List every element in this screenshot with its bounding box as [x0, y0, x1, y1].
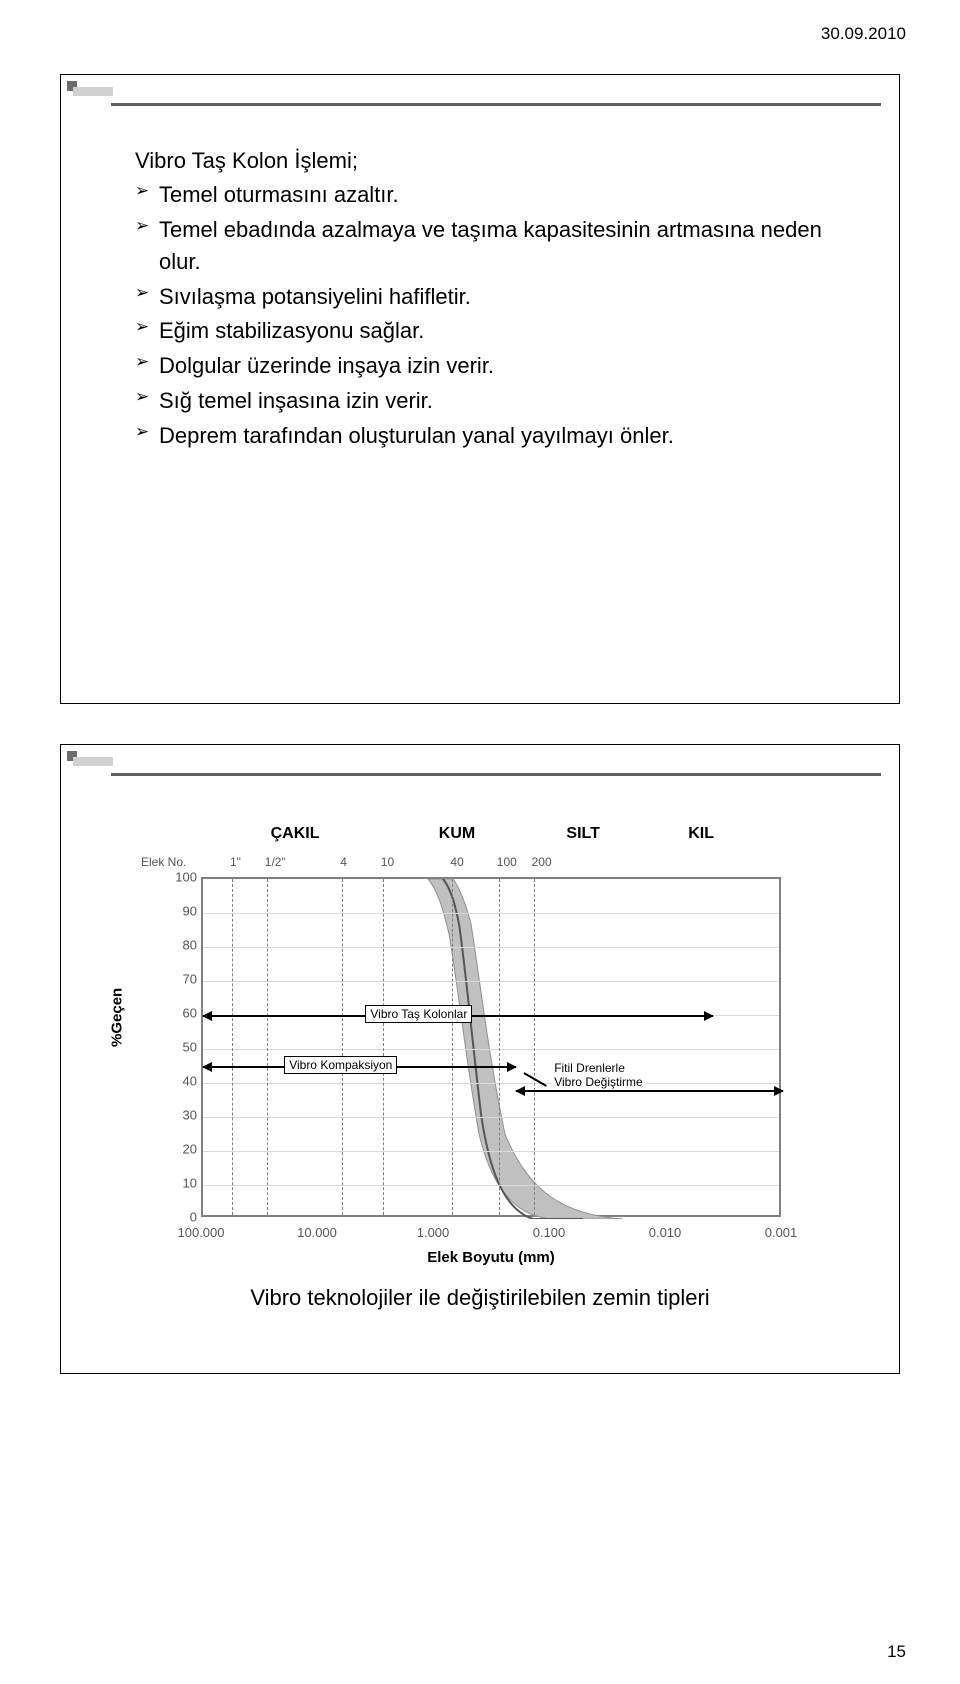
bullet-item: Deprem tarafından oluşturulan yanal yayı… — [135, 420, 859, 452]
range-label: Vibro Kompaksiyon — [284, 1056, 397, 1074]
x-tick: 0.001 — [765, 1225, 798, 1240]
x-axis-label: Elek Boyutu (mm) — [201, 1249, 781, 1266]
range-label: Vibro Taş Kolonlar — [365, 1005, 472, 1023]
sieve-value: 1" — [230, 855, 241, 869]
bullet-item: Temel ebadında azalmaya ve taşıma kapasi… — [135, 214, 859, 278]
date-header: 30.09.2010 — [50, 24, 910, 44]
chart-plot: %Geçen 0102030405060708090100 Vibro Taş … — [141, 877, 781, 1217]
y-tick: 90 — [141, 904, 197, 919]
y-tick: 20 — [141, 1142, 197, 1157]
slide1-title: Vibro Taş Kolon İşlemi; — [135, 145, 859, 177]
x-tick: 0.100 — [533, 1225, 566, 1240]
page-number: 15 — [887, 1642, 906, 1662]
slide-corner-deco — [61, 75, 131, 97]
range-label: Fitil DrenlerleVibro Değiştirme — [551, 1062, 645, 1090]
sieve-value: 40 — [450, 855, 463, 869]
v-gridline — [267, 879, 268, 1215]
y-tick: 60 — [141, 1006, 197, 1021]
h-gridline — [203, 981, 779, 982]
y-tick: 80 — [141, 938, 197, 953]
slide-2: ÇAKILKUMSILTKIL Elek No. 1"1/2"410401002… — [60, 744, 900, 1374]
x-tick: 100.000 — [178, 1225, 225, 1240]
y-axis-label: %Geçen — [109, 988, 126, 1047]
sieve-value: 1/2" — [265, 855, 286, 869]
category-label: KUM — [439, 825, 475, 843]
sieve-value: 10 — [381, 855, 394, 869]
h-gridline — [203, 1083, 779, 1084]
h-gridline — [203, 1049, 779, 1050]
slide1-text-block: Vibro Taş Kolon İşlemi; Temel oturmasını… — [135, 145, 859, 455]
chart-category-row: ÇAKIL KUM SILT KIL — [201, 825, 781, 855]
x-tick: 0.010 — [649, 1225, 682, 1240]
h-gridline — [203, 913, 779, 914]
y-tick: 50 — [141, 1040, 197, 1055]
v-gridline — [452, 879, 453, 1215]
slide-corner-deco — [61, 745, 131, 767]
v-gridline — [499, 879, 500, 1215]
y-tick: 0 — [141, 1210, 197, 1225]
y-tick: 100 — [141, 870, 197, 885]
bullet-item: Sıvılaşma potansiyelini hafifletir. — [135, 281, 859, 313]
sieve-value: 200 — [532, 855, 552, 869]
slide1-bullet-list: Temel oturmasını azaltır.Temel ebadında … — [135, 179, 859, 452]
y-tick: 10 — [141, 1176, 197, 1191]
soil-chart: ÇAKIL KUM SILT KIL Elek No. 1" 1/2" 4 10 40 100 2… — [141, 825, 821, 1217]
slide-1: Vibro Taş Kolon İşlemi; Temel oturmasını… — [60, 74, 900, 704]
slide-topline — [111, 103, 881, 106]
y-tick: 70 — [141, 972, 197, 987]
bullet-item: Temel oturmasını azaltır. — [135, 179, 859, 211]
x-tick: 1.000 — [417, 1225, 450, 1240]
y-tick: 30 — [141, 1108, 197, 1123]
h-gridline — [203, 947, 779, 948]
category-label: KIL — [688, 825, 714, 843]
v-gridline — [383, 879, 384, 1215]
sieve-label: Elek No. — [141, 855, 186, 869]
range-arrow — [516, 1090, 783, 1092]
sieve-row: Elek No. 1" 1/2" 4 10 40 100 200 — [141, 855, 821, 873]
sieve-value: 4 — [340, 855, 347, 869]
slide-topline — [111, 773, 881, 776]
plot-area: Vibro Taş Kolonlar Vibro Kompaksiyon Fitil… — [201, 877, 781, 1217]
h-gridline — [203, 1117, 779, 1118]
h-gridline — [203, 1151, 779, 1152]
category-label: SILT — [566, 825, 599, 843]
bullet-item: Sığ temel inşasına izin verir. — [135, 385, 859, 417]
bullet-item: Eğim stabilizasyonu sağlar. — [135, 315, 859, 347]
h-gridline — [203, 1185, 779, 1186]
sieve-value: 100 — [497, 855, 517, 869]
v-gridline — [232, 879, 233, 1215]
bullet-item: Dolgular üzerinde inşaya izin verir. — [135, 350, 859, 382]
v-gridline — [342, 879, 343, 1215]
y-tick: 40 — [141, 1074, 197, 1089]
slide2-caption: Vibro teknolojiler ile değiştirilebilen … — [61, 1285, 899, 1311]
v-gridline — [534, 879, 535, 1215]
category-label: ÇAKIL — [271, 825, 320, 843]
x-tick: 10.000 — [297, 1225, 337, 1240]
